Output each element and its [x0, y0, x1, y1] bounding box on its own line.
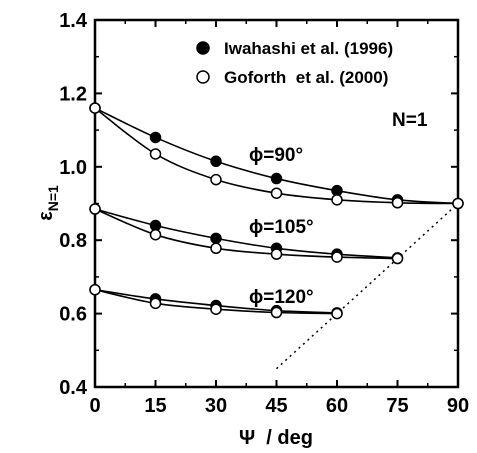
- point-goforth: [149, 148, 162, 160]
- legend-marker-filled: [196, 41, 210, 55]
- point-goforth: [391, 197, 404, 209]
- point-goforth: [89, 283, 101, 296]
- point-iwahashi: [210, 155, 222, 168]
- x-tick-label: 90: [447, 395, 469, 417]
- x-tick-label: 15: [144, 395, 166, 417]
- dotted-boundary-line: [275, 202, 459, 370]
- point-goforth: [270, 248, 283, 260]
- annotation-n1: N=1: [392, 110, 428, 131]
- point-goforth: [270, 306, 283, 319]
- point-goforth: [331, 194, 343, 206]
- x-tick-label: 75: [386, 395, 408, 417]
- y-tick-label: 0.6: [59, 304, 87, 326]
- y-axis-title-sub: N=1: [45, 185, 61, 211]
- legend-label-iwahashi: Iwahashi et al. (1996): [224, 39, 393, 58]
- point-goforth: [89, 203, 101, 215]
- svg-text:εN=1: εN=1: [35, 185, 61, 221]
- y-tick-label: 1.0: [59, 157, 87, 179]
- point-goforth: [149, 297, 162, 310]
- point-goforth: [89, 102, 101, 114]
- point-goforth: [210, 173, 222, 186]
- x-tick-label: 60: [326, 395, 348, 417]
- y-tick-label: 0.4: [59, 377, 88, 399]
- data-points: [89, 102, 464, 320]
- legend: Iwahashi et al. (1996) Goforth et al. (2…: [196, 39, 393, 87]
- x-tick-label: 30: [205, 395, 227, 417]
- legend-label-goforth: Goforth et al. (2000): [224, 68, 388, 87]
- x-tick-label: 0: [89, 395, 100, 417]
- curve-goforth-1: [94, 208, 398, 260]
- axis-ticks: 0 15 30 45 60 75 90 0.4 0.6 0.8 1.0 1.2 1.4: [59, 10, 469, 417]
- legend-marker-open: [196, 70, 210, 84]
- point-goforth: [149, 228, 162, 241]
- x-axis-title: Ψ / deg: [239, 427, 313, 449]
- point-iwahashi: [210, 232, 222, 245]
- point-goforth: [210, 303, 222, 315]
- curve-label-phi-105: ϕ=105°: [249, 217, 314, 238]
- curve-label-phi-90: ϕ=90°: [249, 145, 303, 166]
- curve-iwahashi-1: [94, 208, 398, 259]
- point-iwahashi: [270, 172, 283, 185]
- point-goforth: [391, 252, 404, 265]
- y-tick-label: 1.2: [59, 83, 87, 105]
- y-axis-title-main: ε: [35, 211, 57, 221]
- y-axis-title: εN=1: [35, 185, 61, 221]
- y-tick-label: 0.8: [59, 230, 87, 252]
- point-iwahashi: [149, 131, 162, 144]
- point-goforth: [210, 242, 222, 255]
- curve-label-phi-120: ϕ=120°: [249, 287, 314, 308]
- x-tick-label: 45: [265, 395, 287, 417]
- point-goforth: [331, 251, 343, 263]
- point-goforth: [331, 307, 343, 320]
- point-goforth: [270, 187, 283, 199]
- y-tick-label: 1.4: [59, 10, 88, 32]
- point-goforth: [452, 197, 464, 210]
